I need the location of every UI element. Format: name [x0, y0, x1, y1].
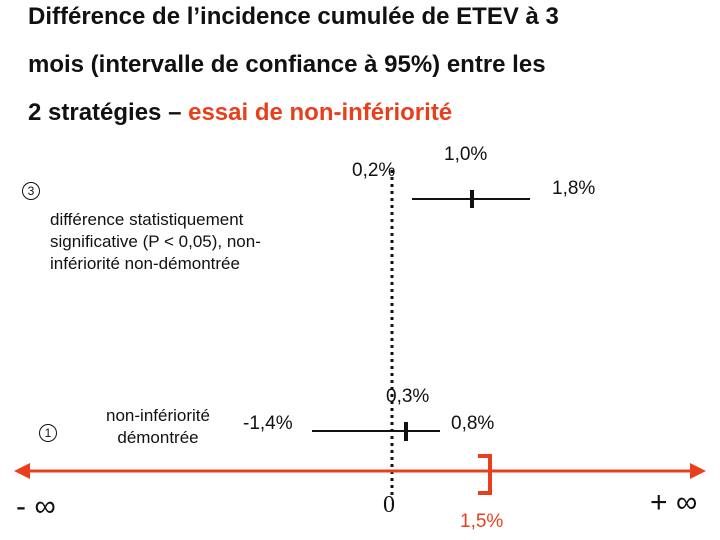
page-title-line-2: mois (intervalle de confiance à 95%) ent…: [28, 51, 546, 78]
title-prefix: 2 stratégies –: [28, 99, 189, 126]
page-title-line-3: 2 stratégies – essai de non-infériorité: [28, 99, 452, 127]
scenario-3-note-line-3: infériorité non-démontrée: [50, 254, 240, 273]
scenario-3-upper-bound: 1,8%: [552, 178, 596, 199]
axis-right-arrow: [690, 463, 706, 479]
scenario-1-note-line-1: non-infériorité: [106, 406, 210, 425]
scenario-1-point-estimate: 0,3%: [386, 386, 430, 407]
zero-label: 0: [383, 492, 395, 518]
scenario-3-note-line-1: différence statistiquement: [50, 210, 244, 229]
scenario-3-note-line-2: significative (P < 0,05), non-: [50, 232, 261, 251]
axis-left-arrow: [14, 463, 30, 479]
minus-infinity-label: - ∞: [16, 490, 56, 523]
scenario-1-marker: 1: [39, 424, 57, 442]
scenario-1-note-line-2: démontrée: [117, 428, 199, 447]
plus-infinity-label: + ∞: [650, 486, 698, 519]
scenario-3-marker: 3: [22, 182, 40, 200]
scenario-3-note: différence statistiquement significative…: [50, 209, 261, 275]
non-inferiority-margin-bracket: [478, 454, 492, 495]
page-title-line-1: Différence de l’incidence cumulée de ETE…: [28, 3, 559, 30]
scenario-1-lower-bound: -1,4%: [243, 413, 293, 434]
title-highlight: essai de non-infériorité: [188, 99, 453, 126]
margin-label: 1,5%: [460, 511, 504, 532]
scenario-1-upper-bound: 0,8%: [451, 413, 495, 434]
scenario-3-point-estimate: 1,0%: [444, 144, 488, 165]
scenario-3-lower-bound: 0,2%: [352, 160, 396, 181]
scenario-1-note: non-infériorité démontrée: [78, 405, 238, 449]
